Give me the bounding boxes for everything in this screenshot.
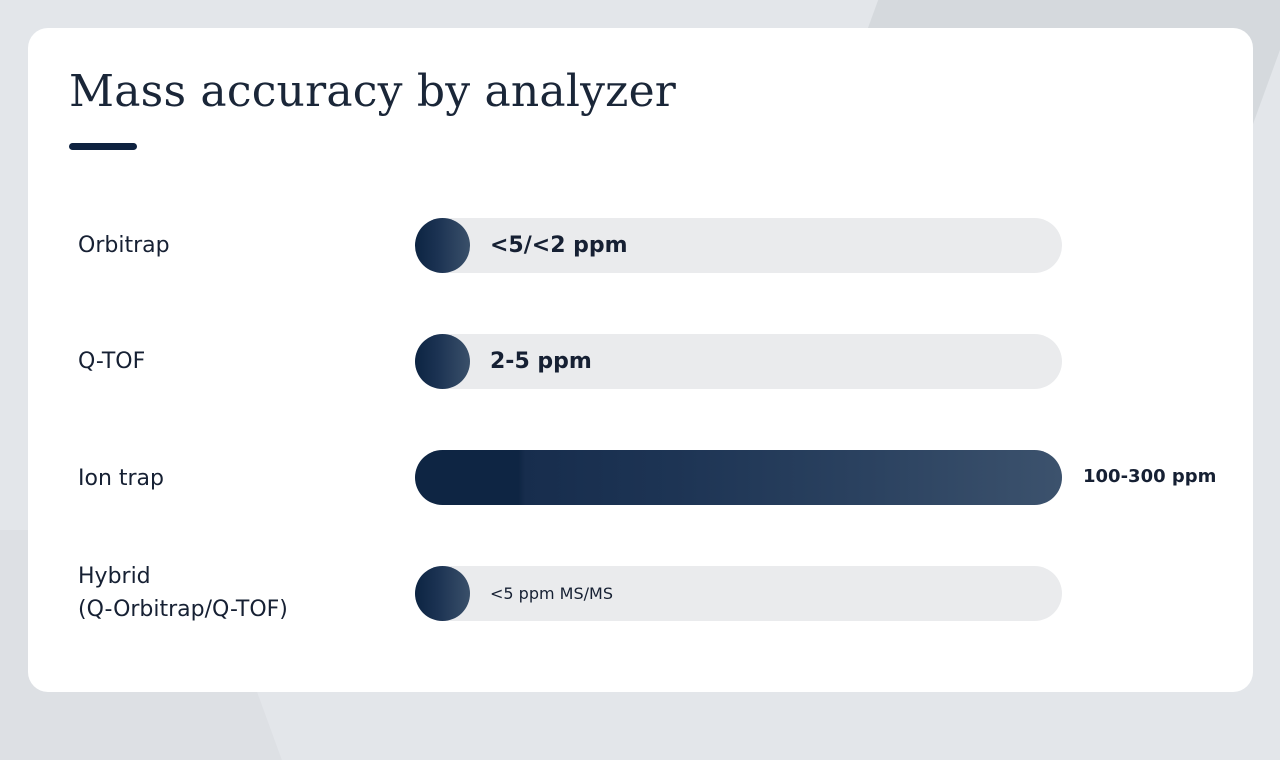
- bar-track-qtof: 2-5 ppm: [415, 334, 1062, 389]
- bar-track-ion-trap: [415, 450, 1062, 505]
- category-label-hybrid: Hybrid (Q-Orbitrap/Q-TOF): [78, 564, 288, 622]
- category-label-ion-trap: Ion trap: [78, 466, 165, 491]
- bar-qtof: [415, 334, 470, 389]
- category-label-qtof: Q-TOF: [78, 349, 146, 374]
- title-underline: [69, 143, 137, 150]
- bar-hybrid: [415, 566, 470, 621]
- bar-track-hybrid: <5 ppm MS/MS: [415, 566, 1062, 621]
- bar-ion-trap: [415, 450, 1062, 505]
- slide-card: Mass accuracy by analyzer Orbitrap <5/<2…: [28, 28, 1253, 692]
- category-label-orbitrap: Orbitrap: [78, 233, 170, 258]
- value-label-hybrid: <5 ppm MS/MS: [490, 584, 613, 603]
- slide-title: Mass accuracy by analyzer: [69, 66, 677, 117]
- value-label-qtof: 2-5 ppm: [490, 349, 592, 374]
- value-label-ion-trap: 100-300 ppm: [1083, 466, 1217, 487]
- bar-orbitrap: [415, 218, 470, 273]
- value-label-orbitrap: <5/<2 ppm: [490, 233, 628, 258]
- bar-track-orbitrap: <5/<2 ppm: [415, 218, 1062, 273]
